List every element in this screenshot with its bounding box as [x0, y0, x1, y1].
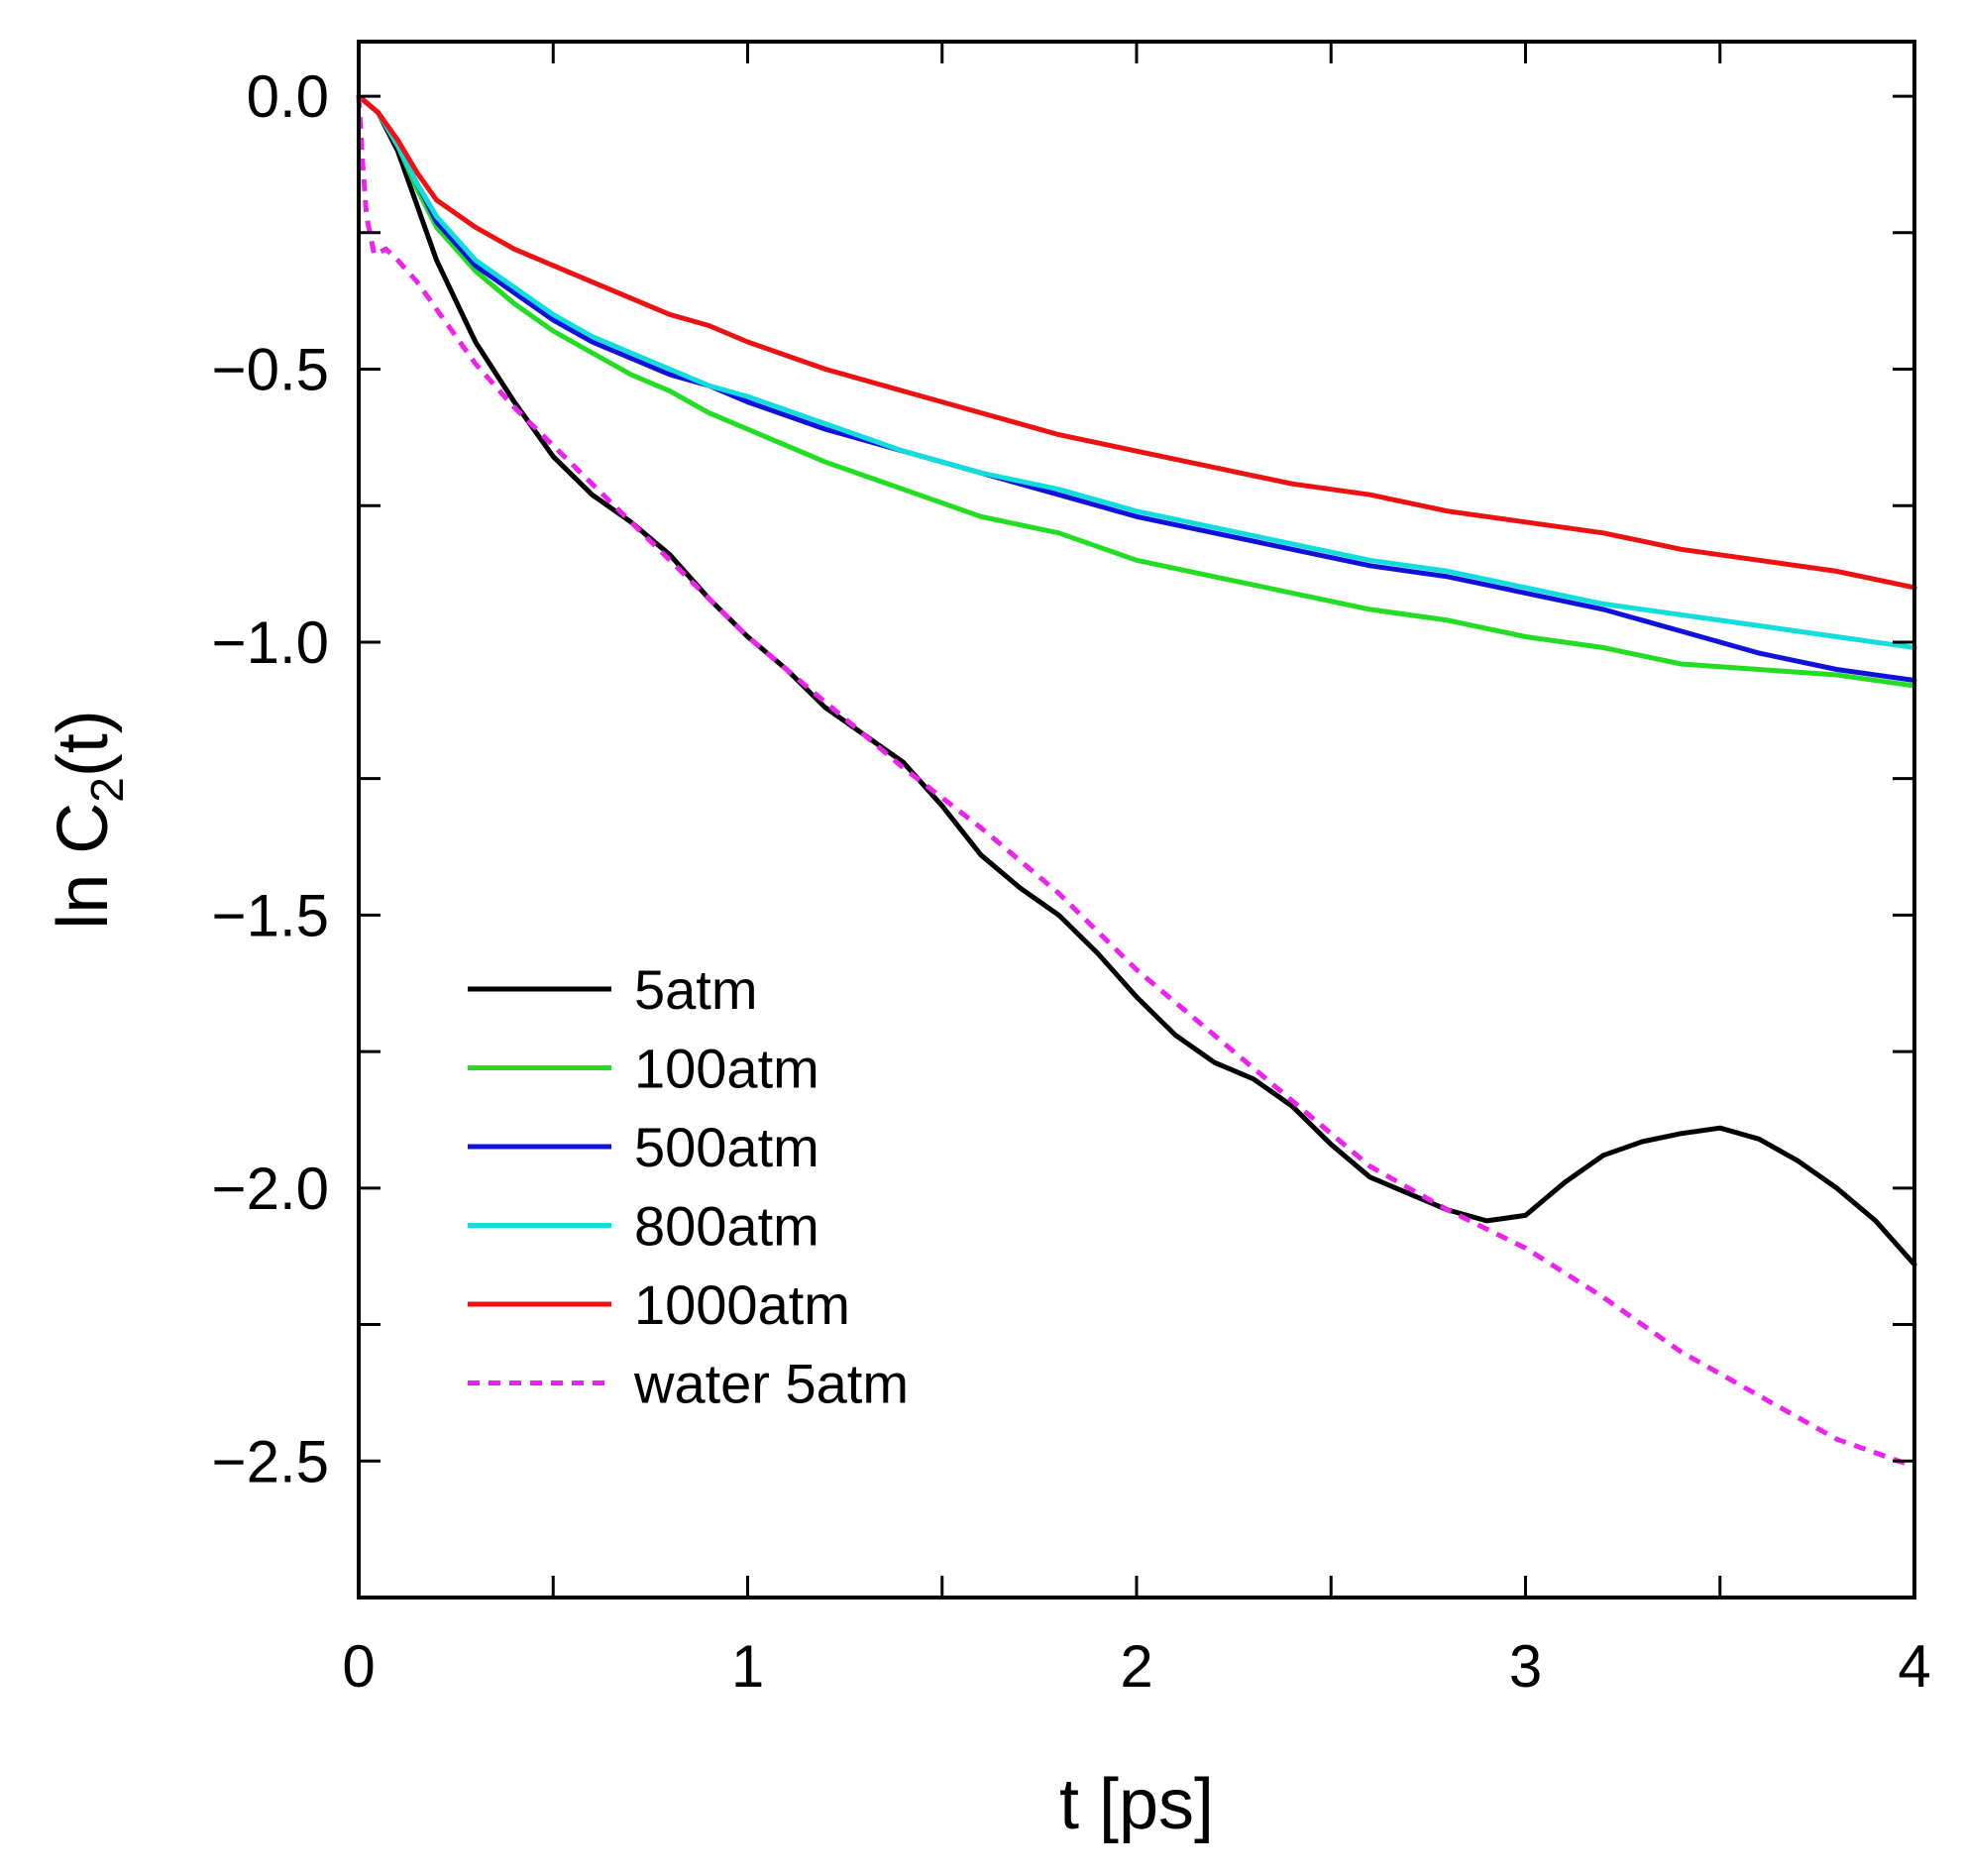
series-line-5atm: [356, 93, 1917, 1268]
tick-labels-layer: 0 1 2 3 4 0.0 −0.5 −1.0 −1.5 −2.0 −2.5: [212, 63, 1931, 1700]
y-tick-label: −0.5: [212, 337, 329, 403]
y-tick-label: −2.5: [212, 1428, 329, 1494]
series-line-100atm: [356, 93, 1917, 689]
ticks-layer: [357, 42, 1916, 1598]
x-tick-label: 0: [342, 1633, 375, 1700]
x-tick-label: 2: [1120, 1633, 1152, 1700]
series-line-500atm: [356, 93, 1917, 683]
y-axis-title-suffix: (t): [44, 710, 123, 777]
y-axis-title-subscript: 2: [81, 777, 133, 803]
legend-label: 5atm: [634, 958, 758, 1021]
x-tick-label: 4: [1898, 1633, 1930, 1700]
y-tick-label: −1.5: [212, 882, 329, 948]
series-layer: [356, 93, 1917, 1470]
y-tick-label: 0.0: [247, 63, 329, 130]
y-tick-label: −2.0: [212, 1156, 329, 1222]
series-line-1000atm: [356, 93, 1917, 591]
y-axis-title: ln C2(t): [44, 710, 133, 930]
legend-label: 1000atm: [634, 1273, 850, 1336]
series-line-800atm: [356, 93, 1917, 650]
legend-label: water 5atm: [633, 1353, 909, 1415]
x-tick-label: 3: [1509, 1633, 1542, 1700]
legend-label: 800atm: [634, 1195, 819, 1258]
y-tick-label: −1.0: [212, 609, 329, 676]
plot-frame: [357, 40, 1916, 1600]
legend-label: 500atm: [634, 1116, 819, 1178]
x-axis-title: t [ps]: [1059, 1765, 1214, 1844]
y-axis-title-prefix: ln C: [44, 803, 123, 930]
legend: 5atm 100atm 500atm 800atm 1000atm water 5atm: [468, 958, 909, 1415]
legend-label: 100atm: [634, 1038, 819, 1100]
series-line-water-5atm: [356, 95, 1915, 1470]
x-tick-label: 1: [731, 1633, 764, 1700]
